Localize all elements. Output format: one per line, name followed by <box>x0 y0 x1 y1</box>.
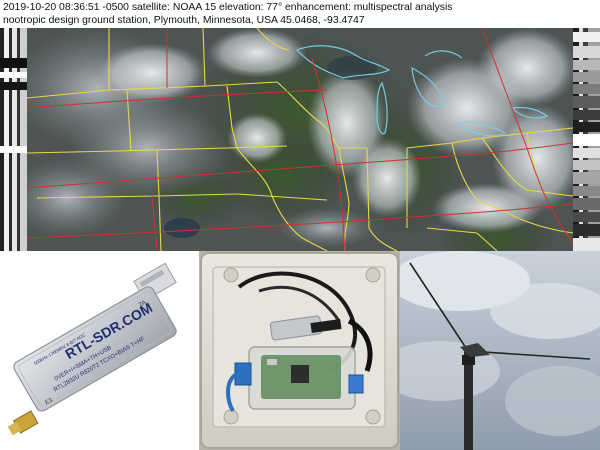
dongle-serial-label: E3 <box>44 397 54 406</box>
rtl-sdr-dongle-illustration: RTL-SDR.COM 0VER+I+SMA+TH+USB RTL2832U R… <box>0 251 199 450</box>
telemetry-bars-right <box>573 28 600 251</box>
latlong-grid <box>27 28 573 251</box>
state-boundaries <box>27 28 573 251</box>
antenna-mast-photo <box>400 251 600 450</box>
rtl-sdr-dongle-photo: RTL-SDR.COM 0VER+I+SMA+TH+USB RTL2832U R… <box>0 251 199 450</box>
caption-line-2: nootropic design ground station, Plymout… <box>3 15 365 26</box>
image-caption: 2019-10-20 08:36:51 -0500 satellite: NOA… <box>0 0 600 28</box>
caption-line-1: 2019-10-20 08:36:51 -0500 satellite: NOA… <box>3 2 453 13</box>
dongle-sticker-label: 2A <box>138 300 147 309</box>
lake-outlines <box>295 45 549 137</box>
satellite-image-panel: 2019-10-20 08:36:51 -0500 satellite: NOA… <box>0 0 600 251</box>
sync-bars-left <box>0 28 27 251</box>
enclosure-illustration <box>199 251 400 450</box>
antenna-illustration <box>400 251 600 450</box>
ground-station-enclosure-photo <box>199 251 400 450</box>
satellite-map <box>27 28 573 251</box>
